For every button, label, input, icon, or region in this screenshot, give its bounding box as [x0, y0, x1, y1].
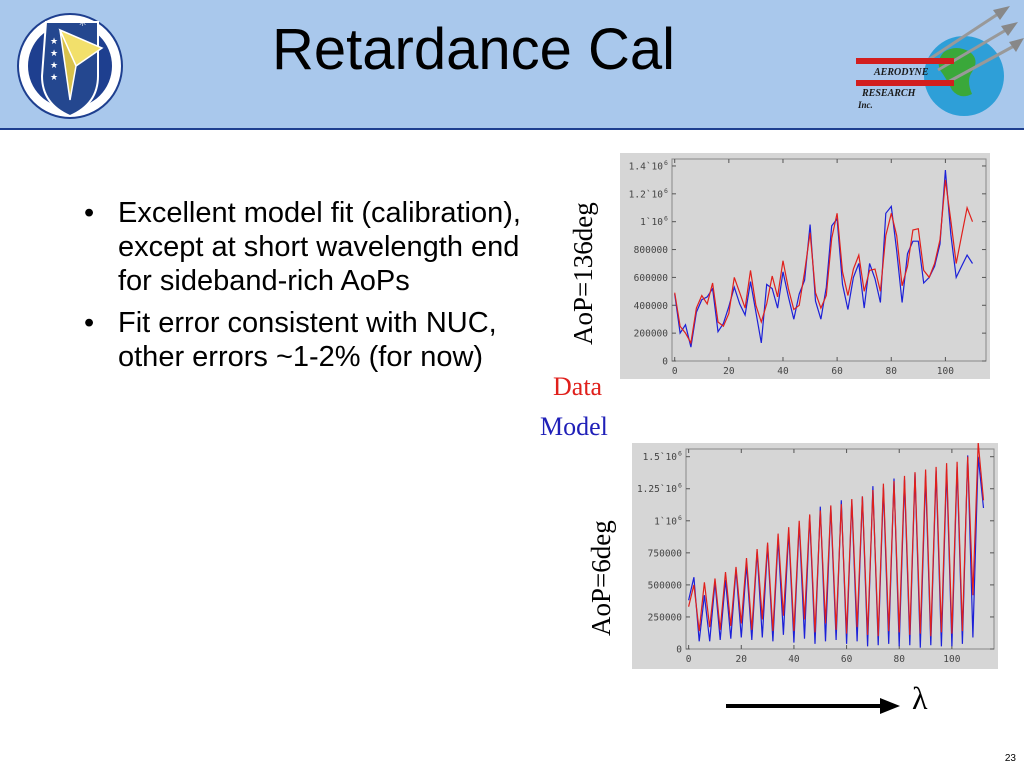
lambda-symbol: λ [912, 680, 928, 716]
y-tick-label: 1.25`10 [637, 484, 677, 495]
legend-data: Data [553, 372, 603, 401]
x-tick-label: 20 [723, 366, 735, 377]
x-tick-label: 40 [777, 366, 789, 377]
chart-aop-136: 0 200000 400000 600000 800000 1`10 6 1.2`10 6 1.4… [620, 153, 990, 379]
header-bar: ★ ★ ★ ★ ✳ Retardance Cal AERODYNE RESEAR… [0, 0, 1024, 130]
x-tick-label: 0 [686, 654, 692, 665]
y-tick-exponent: 6 [678, 450, 682, 458]
series-line-data [674, 179, 974, 345]
svg-text:✳: ✳ [78, 17, 87, 29]
plot-frame [685, 448, 995, 650]
legend-model: Model [540, 412, 608, 441]
bullet-item: Fit error consistent with NUC, other err… [84, 306, 524, 374]
y-tick-label: 1`10 [654, 516, 677, 527]
y-tick-label: 1.5`10 [643, 452, 678, 463]
chart1-ylabel: AoP=136deg [568, 202, 598, 345]
plot-frame [671, 158, 987, 362]
x-tick-label: 60 [831, 366, 843, 377]
y-tick-label: 400000 [634, 301, 669, 312]
x-tick-label: 80 [894, 654, 906, 665]
aerodyne-line3: Inc. [857, 100, 873, 110]
x-tick-label: 60 [841, 654, 853, 665]
y-tick-exponent: 6 [678, 514, 682, 522]
svg-text:★: ★ [50, 60, 58, 70]
series-line-data [688, 443, 985, 637]
y-tick-label: 1`10 [640, 217, 663, 228]
svg-text:★: ★ [50, 36, 58, 46]
y-tick-label: 800000 [634, 245, 669, 256]
y-tick-label: 250000 [648, 612, 683, 623]
y-tick-exponent: 6 [664, 159, 668, 167]
slide-number: 23 [1004, 753, 1016, 764]
y-tick-label: 600000 [634, 273, 669, 284]
svg-text:★: ★ [50, 72, 58, 82]
y-tick-label: 1.4`10 [629, 161, 664, 172]
x-tick-label: 0 [672, 366, 678, 377]
chart-aop-6: 0 250000 500000 750000 1`10 6 1.25`10 6 1.5`10 6 0… [632, 443, 998, 669]
y-tick-exponent: 6 [664, 187, 668, 195]
y-tick-label: 200000 [634, 329, 669, 340]
x-tick-label: 100 [937, 366, 954, 377]
aerodyne-line2: RESEARCH [861, 88, 917, 99]
aerodyne-line1: AERODYNE [873, 67, 929, 78]
series-line-model [674, 170, 974, 348]
y-tick-exponent: 6 [678, 482, 682, 490]
aerodyne-logo: AERODYNE RESEARCH Inc. [856, 6, 1024, 116]
svg-text:★: ★ [50, 48, 58, 58]
y-tick-label: 0 [662, 357, 668, 368]
y-tick-label: 750000 [648, 548, 683, 559]
wavelength-arrow-icon [726, 698, 900, 714]
slide-title: Retardance Cal [272, 17, 675, 82]
y-tick-label: 0 [676, 645, 682, 656]
y-tick-label: 500000 [648, 580, 683, 591]
x-tick-label: 40 [788, 654, 800, 665]
x-tick-label: 80 [886, 366, 898, 377]
bullet-list: Excellent model fit (calibration), excep… [84, 196, 524, 382]
x-tick-label: 100 [943, 654, 960, 665]
y-tick-exponent: 6 [664, 215, 668, 223]
y-tick-label: 1.2`10 [629, 189, 664, 200]
bullet-item: Excellent model fit (calibration), excep… [84, 196, 524, 298]
x-tick-label: 20 [736, 654, 748, 665]
afrl-shield-logo: ★ ★ ★ ★ ✳ [17, 13, 123, 119]
chart2-ylabel: AoP=6deg [586, 520, 616, 636]
